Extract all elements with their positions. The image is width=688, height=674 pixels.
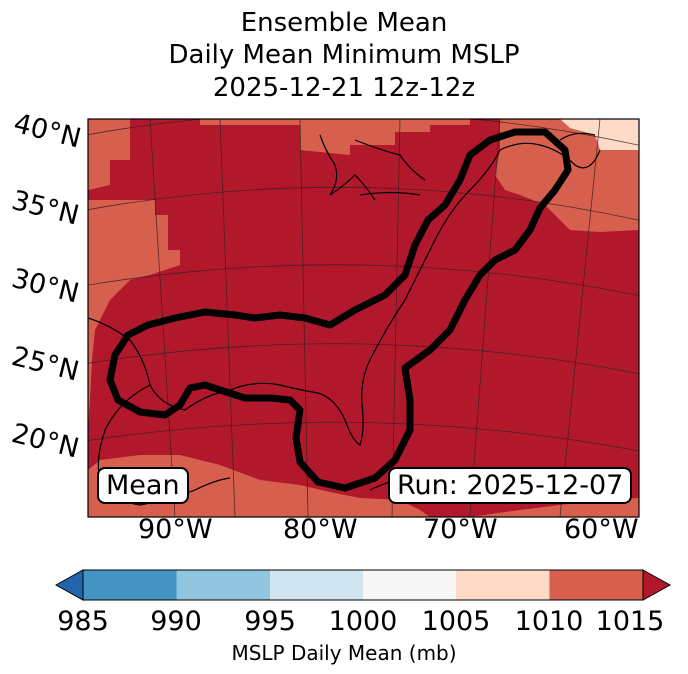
- lon-label-90w: 90°W: [138, 514, 213, 545]
- colorbar-seg-1005-1010: [456, 570, 550, 600]
- colorbar-seg-985-990: [83, 570, 177, 600]
- mean-label-box: Mean: [97, 467, 189, 504]
- colorbar: [54, 569, 672, 601]
- colorbar-tick-990: 990: [150, 606, 202, 637]
- lon-label-80w: 80°W: [283, 514, 358, 545]
- title-line-2: Daily Mean Minimum MSLP: [168, 40, 520, 70]
- colorbar-seg-1010-1015: [549, 570, 643, 600]
- colorbar-tick-1015: 1015: [595, 606, 665, 637]
- map-area: [88, 119, 639, 517]
- colorbar-seg-1000-1005: [363, 570, 456, 600]
- lon-label-70w: 70°W: [423, 514, 498, 545]
- colorbar-tick-1010: 1010: [514, 606, 584, 637]
- colorbar-label: MSLP Daily Mean (mb): [231, 641, 457, 665]
- title-line-3: 2025-12-21 12z-12z: [212, 73, 476, 103]
- colorbar-tick-1000: 1000: [328, 606, 398, 637]
- field-below-1005: [560, 119, 639, 150]
- field-1005-1010-west: [88, 200, 180, 430]
- map-frame: [87, 118, 640, 518]
- graticule: [88, 119, 639, 517]
- mslp-contour-1010: [106, 128, 572, 492]
- colorbar-extend-high: [642, 569, 672, 601]
- colorbar-seg-990-995: [176, 570, 270, 600]
- colorbar-tick-1005: 1005: [421, 606, 491, 637]
- lon-label-60w: 60°W: [564, 514, 639, 545]
- field-1005-1010-north: [300, 119, 470, 155]
- colorbar-extend-low: [54, 569, 84, 601]
- colorbar-tick-985: 985: [57, 606, 109, 637]
- colorbar-seg-995-1000: [270, 570, 363, 600]
- field-1005-1010-northwest: [88, 119, 320, 190]
- run-date-box: Run: 2025-12-07: [388, 467, 633, 504]
- colorbar-tick-995: 995: [244, 606, 296, 637]
- title-line-1: Ensemble Mean: [240, 8, 448, 38]
